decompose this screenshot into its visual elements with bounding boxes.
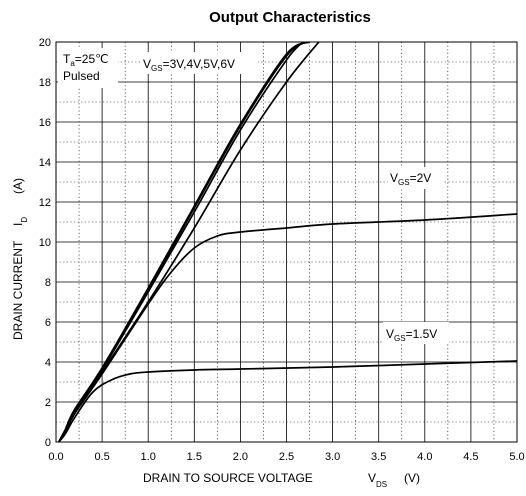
y-tick-label: 10 — [39, 237, 51, 249]
y-tick-label: 14 — [39, 157, 51, 169]
vgs-15v-annotation-bg — [383, 322, 449, 344]
x-axis-unit: (V) — [404, 471, 420, 485]
y-tick-label: 2 — [45, 397, 51, 409]
y-tick-label: 4 — [45, 357, 51, 369]
x-tick-label: 2.0 — [233, 451, 248, 463]
y-tick-label: 6 — [45, 317, 51, 329]
x-axis-label: DRAIN TO SOURCE VOLTAGE — [143, 471, 313, 485]
series-line-vgs-2v — [58, 213, 518, 443]
x-axis-symbol: VDS — [368, 471, 387, 489]
y-tick-label: 18 — [39, 77, 51, 89]
series-layer — [58, 41, 518, 443]
y-tick-labels: 0 2 4 6 8 10 12 14 16 18 20 — [39, 37, 51, 449]
x-tick-label: 0.0 — [48, 451, 63, 463]
pulsed-label: Pulsed — [63, 69, 100, 83]
x-tick-label: 1.5 — [187, 451, 202, 463]
vgs-2v-annotation: VGS=2V — [390, 171, 431, 187]
y-tick-label: 8 — [45, 277, 51, 289]
vgs-15v-annotation: VGS=1.5V — [386, 327, 437, 343]
x-tick-label: 4.5 — [463, 451, 478, 463]
x-tick-label: 3.5 — [371, 451, 386, 463]
conditions-box-bg — [58, 48, 118, 88]
y-axis-label: DRAIN CURRENT — [11, 240, 25, 340]
chart-title: Output Characteristics — [209, 9, 371, 26]
series-line-vgs-1-5v — [58, 360, 518, 443]
x-tick-label: 1.0 — [141, 451, 156, 463]
x-tick-labels: 0.0 0.5 1.0 1.5 2.0 2.5 3.0 3.5 4.0 4.5 5.0 — [48, 451, 524, 463]
vgs-high-annotation: VGS=3V,4V,5V,6V — [143, 57, 235, 73]
y-tick-label: 16 — [39, 117, 51, 129]
x-tick-label: 2.5 — [279, 451, 294, 463]
y-tick-label: 0 — [45, 437, 51, 449]
x-tick-label: 4.0 — [417, 451, 432, 463]
series-line-vgs-3v — [58, 41, 320, 443]
vgs-high-annotation-bg — [140, 52, 258, 74]
x-tick-label: 0.5 — [94, 451, 109, 463]
temperature-label: Ta=25℃ — [63, 52, 109, 68]
x-tick-label: 5.0 — [509, 451, 524, 463]
vgs-2v-annotation-bg — [388, 167, 444, 189]
plot-frame — [55, 41, 518, 443]
major-grid — [56, 42, 517, 442]
y-tick-label: 12 — [39, 197, 51, 209]
y-axis-symbol: ID — [11, 217, 29, 226]
y-axis-unit: (A) — [11, 178, 25, 194]
y-tick-label: 20 — [39, 37, 51, 49]
x-tick-label: 3.0 — [325, 451, 340, 463]
